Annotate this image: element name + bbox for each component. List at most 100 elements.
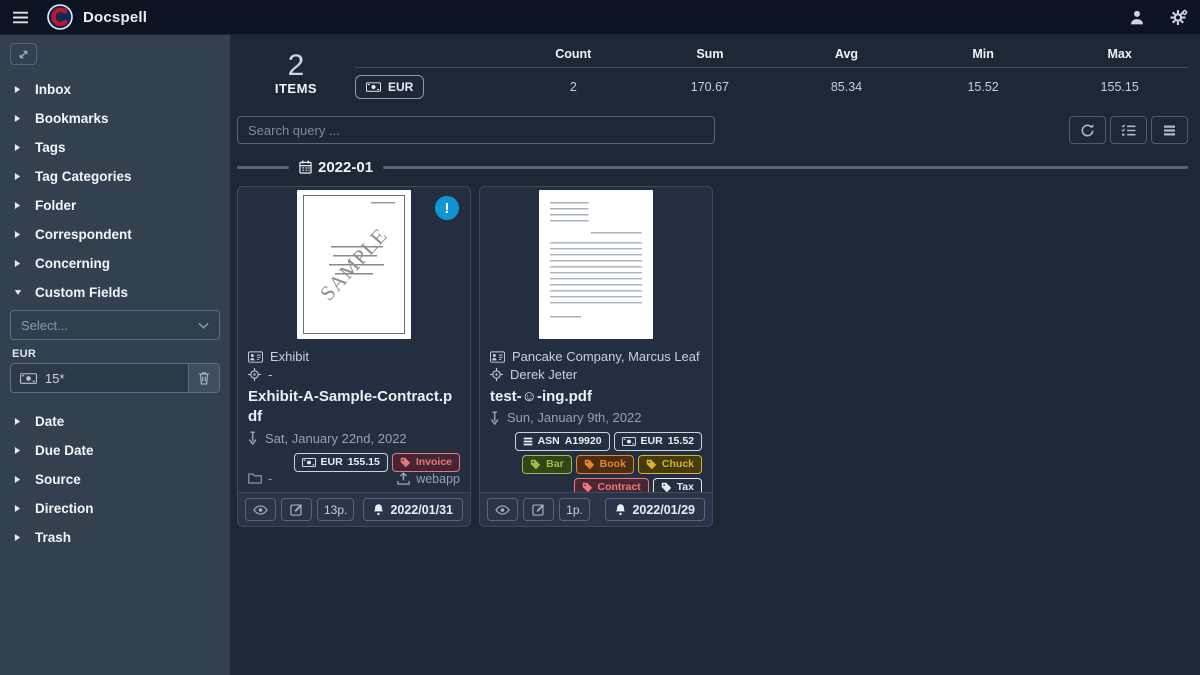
user-menu-button[interactable] xyxy=(1130,10,1144,25)
money-icon xyxy=(302,458,316,467)
item-date-row: Sun, January 9th, 2022 xyxy=(490,409,702,426)
tag-badge[interactable]: Invoice xyxy=(391,452,460,472)
sidebar-item-concerning[interactable]: Concerning xyxy=(0,249,230,278)
caret-right-icon xyxy=(14,172,22,181)
due-date-badge: 2022/01/31 xyxy=(363,498,463,521)
caret-right-icon xyxy=(14,201,22,210)
tag-label: Book xyxy=(599,458,626,470)
upload-icon xyxy=(397,472,410,485)
sidebar-item-label: Folder xyxy=(35,198,77,213)
concerning-row: Derek Jeter xyxy=(490,366,702,383)
card-footer: 1p. 2022/01/29 xyxy=(480,492,712,526)
month-label-wrap: 2022-01 xyxy=(299,159,373,176)
source-info: webapp xyxy=(397,472,460,486)
asn-badge: ASN A19920 xyxy=(514,432,610,451)
thumbnail-page xyxy=(539,190,653,339)
search-input[interactable] xyxy=(237,116,715,144)
list-view-button[interactable] xyxy=(1110,116,1147,144)
sidebar-item-label: Concerning xyxy=(35,256,111,271)
menu-view-button[interactable] xyxy=(1151,116,1188,144)
sidebar-item-label: Correspondent xyxy=(35,227,132,242)
stats-header-max: Max xyxy=(1107,47,1132,61)
sidebar-item-trash[interactable]: Trash xyxy=(0,523,230,552)
page-count-badge: 13p. xyxy=(317,498,355,521)
app-title[interactable]: Docspell xyxy=(83,8,148,26)
amount-currency: EUR xyxy=(640,435,663,448)
stats-panel: 2 ITEMS Count Sum Avg Min Max EUR xyxy=(237,43,1188,103)
item-card[interactable]: SAMPLE ! Exhibit - Exhibit-A-Sample-Cont… xyxy=(237,186,471,527)
folder-icon xyxy=(248,473,262,484)
tag-label: Tax xyxy=(676,481,694,493)
tag-badge[interactable]: Book xyxy=(575,454,634,474)
tag-badge[interactable]: Chuck xyxy=(637,454,702,474)
items-count-label: ITEMS xyxy=(274,80,318,96)
arrow-down-icon xyxy=(490,411,500,425)
tag-icon xyxy=(646,459,657,470)
caret-right-icon xyxy=(14,259,22,268)
document-thumbnail[interactable]: SAMPLE xyxy=(238,187,470,342)
stats-currency-cell: EUR xyxy=(355,75,505,99)
edit-button[interactable] xyxy=(281,498,312,521)
asn-value: A19920 xyxy=(564,435,602,448)
sidebar-item-folder[interactable]: Folder xyxy=(0,191,230,220)
item-title[interactable]: test-☺-ing.pdf xyxy=(490,388,592,405)
correspondent-name: Pancake Company, Marcus Leaf xyxy=(512,349,700,364)
custom-field-select[interactable]: Select... xyxy=(10,310,220,340)
item-title[interactable]: Exhibit-A-Sample-Contract.pdf xyxy=(248,388,453,426)
document-thumbnail[interactable] xyxy=(480,187,712,342)
tag-badge[interactable]: Bar xyxy=(522,454,572,474)
money-icon xyxy=(366,82,381,92)
correspondent-name: Exhibit xyxy=(270,349,310,364)
settings-gears-button[interactable] xyxy=(1170,9,1188,26)
preview-button[interactable] xyxy=(487,498,518,521)
sidebar-item-inbox[interactable]: Inbox xyxy=(0,75,230,104)
stats-value-min: 15.52 xyxy=(967,80,999,94)
custom-field-value-input[interactable] xyxy=(45,370,179,386)
stats-header-sum: Sum xyxy=(696,47,724,61)
sidebar-item-tags[interactable]: Tags xyxy=(0,133,230,162)
due-date-badge: 2022/01/29 xyxy=(605,498,705,521)
sidebar-item-correspondent[interactable]: Correspondent xyxy=(0,220,230,249)
item-date: Sat, January 22nd, 2022 xyxy=(265,430,407,446)
currency-filter-button[interactable]: EUR xyxy=(355,75,425,99)
amount-currency: EUR xyxy=(320,455,343,468)
sidebar-item-custom-fields[interactable]: Custom Fields xyxy=(0,278,230,307)
collapse-sidebar-button[interactable] xyxy=(10,43,37,65)
topbar: Docspell xyxy=(0,0,1200,35)
caret-right-icon xyxy=(14,446,22,455)
new-item-indicator: ! xyxy=(435,196,459,220)
stats-table: Count Sum Avg Min Max EUR 2 170.67 xyxy=(355,47,1188,99)
main-content: 2 ITEMS Count Sum Avg Min Max EUR xyxy=(230,35,1200,675)
sample-watermark: SAMPLE xyxy=(314,223,393,306)
edit-button[interactable] xyxy=(523,498,554,521)
source-name: webapp xyxy=(416,471,460,486)
preview-button[interactable] xyxy=(245,498,276,521)
app-logo-icon[interactable] xyxy=(47,4,73,30)
caret-right-icon xyxy=(14,114,22,123)
stats-value-avg: 85.34 xyxy=(830,80,863,94)
sidebar-gap xyxy=(0,399,230,407)
folder-name: - xyxy=(268,471,273,486)
due-date: 2022/01/29 xyxy=(632,502,695,517)
sidebar-item-bookmarks[interactable]: Bookmarks xyxy=(0,104,230,133)
bell-icon xyxy=(615,503,626,516)
hamburger-menu-button[interactable] xyxy=(12,11,29,24)
sidebar-item-tag-categories[interactable]: Tag Categories xyxy=(0,162,230,191)
items-count-block: 2 ITEMS xyxy=(237,50,355,96)
sidebar-item-due-date[interactable]: Due Date xyxy=(0,436,230,465)
concerning-name: Derek Jeter xyxy=(510,367,578,382)
custom-field-remove-button[interactable] xyxy=(188,364,219,392)
refresh-button[interactable] xyxy=(1069,116,1106,144)
card-meta-row: - webapp xyxy=(248,472,460,491)
sidebar-item-direction[interactable]: Direction xyxy=(0,494,230,523)
sidebar-item-label: Date xyxy=(35,414,65,429)
item-card[interactable]: Pancake Company, Marcus Leaf Derek Jeter… xyxy=(479,186,713,527)
tag-label: Contract xyxy=(597,481,641,493)
correspondent-row: Pancake Company, Marcus Leaf xyxy=(490,348,702,365)
sidebar-item-date[interactable]: Date xyxy=(0,407,230,436)
concerning-row: - xyxy=(248,366,460,383)
item-date-row: Sat, January 22nd, 2022 xyxy=(248,430,460,447)
divider-line xyxy=(383,165,1188,169)
sidebar-item-label: Inbox xyxy=(35,82,71,97)
sidebar-item-source[interactable]: Source xyxy=(0,465,230,494)
